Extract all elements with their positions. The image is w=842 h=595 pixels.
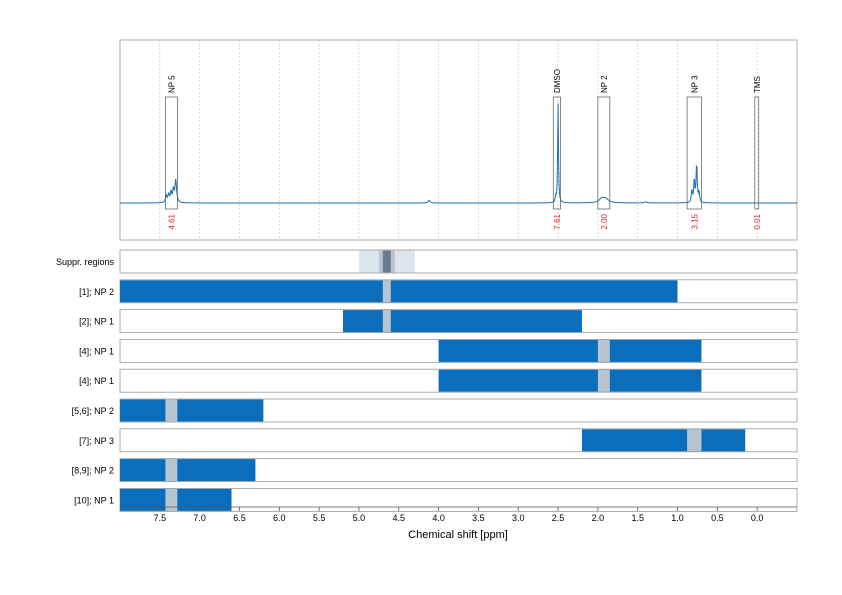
x-tick-label: 1.5 xyxy=(631,513,644,523)
x-axis-label: Chemical shift [ppm] xyxy=(408,529,508,541)
x-tick-label: 2.0 xyxy=(592,513,605,523)
peak-label: NP 3 xyxy=(690,75,699,93)
peak-integral-value: 7.61 xyxy=(553,213,562,229)
x-tick-label: 5.5 xyxy=(313,513,326,523)
range-bar xyxy=(120,459,256,482)
row-label: [5,6]; NP 2 xyxy=(72,406,114,416)
peak-integral-value: 4.61 xyxy=(167,213,176,229)
row-label: Suppr. regions xyxy=(56,257,115,267)
peak-region-box xyxy=(165,96,178,210)
spectrum-trace xyxy=(120,103,797,204)
excluded-gap xyxy=(165,459,178,482)
x-tick-label: 5.0 xyxy=(353,513,366,523)
grid-lines xyxy=(159,40,758,240)
x-tick-label: 1.0 xyxy=(671,513,684,523)
row-label: [7]; NP 3 xyxy=(79,436,114,446)
range-bar xyxy=(120,399,264,422)
peak-integral-value: 3.15 xyxy=(690,213,699,229)
x-tick-label: 0.5 xyxy=(711,513,724,523)
x-tick-label: 6.5 xyxy=(233,513,246,523)
row-frame xyxy=(119,249,798,274)
row-label: [1]; NP 2 xyxy=(79,287,114,297)
excluded-gap xyxy=(382,310,391,333)
row-label: [2]; NP 1 xyxy=(79,317,114,327)
x-tick-label: 7.5 xyxy=(154,513,167,523)
range-bar xyxy=(438,369,702,392)
peak-integral-value: 2.00 xyxy=(600,213,609,229)
peak-region-box xyxy=(552,96,561,210)
x-tick-label: 4.0 xyxy=(432,513,445,523)
peak-region-box xyxy=(686,96,702,210)
excluded-gap xyxy=(687,429,702,452)
excluded-gap xyxy=(597,369,610,392)
peak-region-box xyxy=(597,96,611,210)
x-tick-label: 4.5 xyxy=(393,513,406,523)
peak-annotations: NP 5 4.61 DMSO 7.61 NP 2 2.00 NP 3 3.15 TMS 0.01 xyxy=(165,69,762,230)
row-label: [8,9]; NP 2 xyxy=(72,466,114,476)
excluded-gap xyxy=(382,280,391,303)
peak-label: TMS xyxy=(753,76,762,93)
peak-label: DMSO xyxy=(553,69,562,93)
row-label: [4]; NP 1 xyxy=(79,346,114,356)
peak-region-box xyxy=(754,96,760,210)
spectrum-panel xyxy=(119,39,798,241)
x-tick-label: 6.0 xyxy=(273,513,286,523)
peak-integral-value: 0.01 xyxy=(753,213,762,229)
range-bar xyxy=(581,429,746,452)
peak-label: NP 5 xyxy=(167,75,176,93)
x-tick-label: 7.0 xyxy=(193,513,206,523)
x-axis: 7.5 7.0 6.5 6.0 5.5 5.0 4.5 4.0 3.5 3.0 2.5 2.0 1.5 1… xyxy=(120,506,797,523)
range-bar xyxy=(438,339,702,362)
spectrum-line xyxy=(120,103,797,204)
suppressed-band xyxy=(382,250,391,273)
x-tick-label: 3.0 xyxy=(512,513,525,523)
range-bar xyxy=(120,280,678,303)
excluded-gap xyxy=(597,339,610,362)
range-rows: Suppr. regions [1]; NP 2 [2]; NP 1 [4]; NP … xyxy=(56,249,798,512)
excluded-gap xyxy=(165,488,178,511)
x-tick-label: 0.0 xyxy=(751,513,764,523)
row-label: [10]; NP 1 xyxy=(74,495,114,505)
x-tick-label: 2.5 xyxy=(552,513,565,523)
range-bar xyxy=(343,310,582,333)
excluded-gap xyxy=(165,399,178,422)
row-label: [4]; NP 1 xyxy=(79,376,114,386)
peak-label: NP 2 xyxy=(600,75,609,93)
x-tick-label: 3.5 xyxy=(472,513,485,523)
